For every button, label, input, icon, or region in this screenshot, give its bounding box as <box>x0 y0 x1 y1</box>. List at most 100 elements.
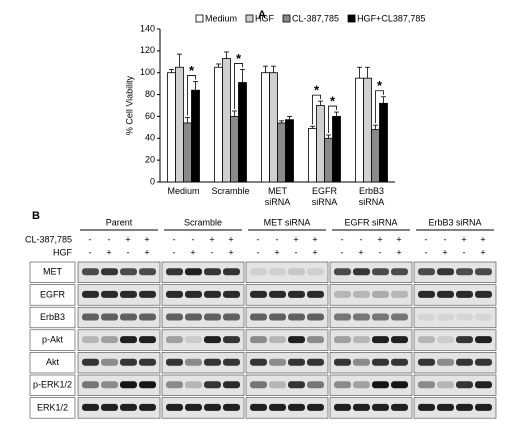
blot-band <box>82 381 99 389</box>
treatment-sign: - <box>341 247 344 257</box>
blot-band <box>372 358 389 366</box>
blot-band <box>139 336 156 344</box>
blot-band <box>456 268 473 276</box>
blot-panel <box>413 284 497 306</box>
x-tick-label: Scramble <box>211 186 250 196</box>
treatment-sign: - <box>108 234 111 244</box>
error-bar <box>224 51 229 59</box>
blot-panel <box>245 284 329 306</box>
bar <box>261 72 270 183</box>
blot-band <box>269 290 286 298</box>
blot-band <box>288 336 305 344</box>
significance-star: * <box>189 63 195 78</box>
blot-panel <box>413 306 497 329</box>
blot-band <box>418 336 435 344</box>
legend-label: CL-387,785 <box>292 13 339 23</box>
blot-band <box>353 290 370 298</box>
blot-band <box>204 403 221 411</box>
treatment-sign: - <box>89 234 92 244</box>
y-tick-label: 120 <box>140 45 155 55</box>
y-tick-label: 0 <box>150 176 155 186</box>
significance-bracket <box>375 90 384 124</box>
blot-band <box>269 336 286 344</box>
row-label-box <box>29 306 76 329</box>
blot-band <box>391 268 408 276</box>
blot-band <box>120 381 137 389</box>
blot-band <box>223 290 240 298</box>
y-tick-label: 80 <box>145 89 155 99</box>
blot-band <box>166 290 183 298</box>
blot-band <box>166 313 183 321</box>
treatment-sign: - <box>276 234 279 244</box>
blot-band <box>139 290 156 298</box>
significance-star: * <box>236 51 242 66</box>
row-label-box <box>29 352 76 374</box>
blot-band <box>307 336 324 344</box>
blot-band <box>166 358 183 366</box>
blot-band <box>223 403 240 411</box>
blot-band <box>334 290 351 298</box>
blot-band <box>185 358 202 366</box>
blot-band <box>101 336 118 344</box>
blot-band <box>185 403 202 411</box>
blot-panel <box>413 352 497 374</box>
blot-band <box>391 290 408 298</box>
treatment-sign: - <box>89 247 92 257</box>
blot-band <box>269 268 286 276</box>
error-bar <box>216 63 221 68</box>
bar <box>324 137 333 183</box>
blot-band <box>437 290 454 298</box>
significance-bracket <box>328 105 337 134</box>
blot-band <box>353 268 370 276</box>
row-label-box <box>29 397 76 419</box>
treatment-sign: + <box>228 247 233 257</box>
blot-band <box>82 403 99 411</box>
blot-panel <box>413 329 497 351</box>
bar <box>379 102 388 183</box>
blot-panel <box>413 261 497 283</box>
blot-band <box>250 268 267 276</box>
blot-band <box>307 268 324 276</box>
blot-band <box>418 403 435 411</box>
blot-band <box>334 403 351 411</box>
x-tick-label: MET siRNA <box>264 186 291 207</box>
error-bar <box>271 65 276 73</box>
blot-panel <box>77 352 161 374</box>
blot-panel <box>161 352 245 374</box>
blot-band <box>307 403 324 411</box>
blot-band <box>223 381 240 389</box>
blot-band <box>334 358 351 366</box>
blot-band <box>456 290 473 298</box>
treatment-sign: + <box>358 247 363 257</box>
treatment-sign: + <box>228 234 233 244</box>
treatment-sign: + <box>106 247 111 257</box>
blot-band <box>288 358 305 366</box>
bar <box>183 122 192 183</box>
blot-band <box>250 358 267 366</box>
significance-star: * <box>377 78 383 93</box>
blot-band <box>437 381 454 389</box>
blot-panel <box>329 352 413 374</box>
bar <box>371 129 380 183</box>
y-tick-label: 100 <box>140 67 155 77</box>
blot-band <box>391 358 408 366</box>
x-tick-label-box: ErbB3 siRNA <box>358 186 385 207</box>
blot-band <box>288 313 305 321</box>
x-tick-label: ErbB3 siRNA <box>358 186 385 207</box>
treatment-sign: + <box>125 234 130 244</box>
blot-panel <box>161 397 245 419</box>
y-axis-label: % Cell Viability <box>124 75 134 135</box>
row-label-box <box>29 329 76 351</box>
blot-panel <box>161 284 245 306</box>
blot-band <box>120 268 137 276</box>
legend-label: HGF <box>255 13 275 23</box>
blot-band <box>204 313 221 321</box>
treatment-sign: - <box>463 247 466 257</box>
blot-band <box>223 336 240 344</box>
blot-band <box>101 403 118 411</box>
treatment-sign: - <box>341 234 344 244</box>
blot-band <box>120 313 137 321</box>
treatment-sign: + <box>442 247 447 257</box>
blot-band <box>82 313 99 321</box>
blot-band <box>475 403 492 411</box>
